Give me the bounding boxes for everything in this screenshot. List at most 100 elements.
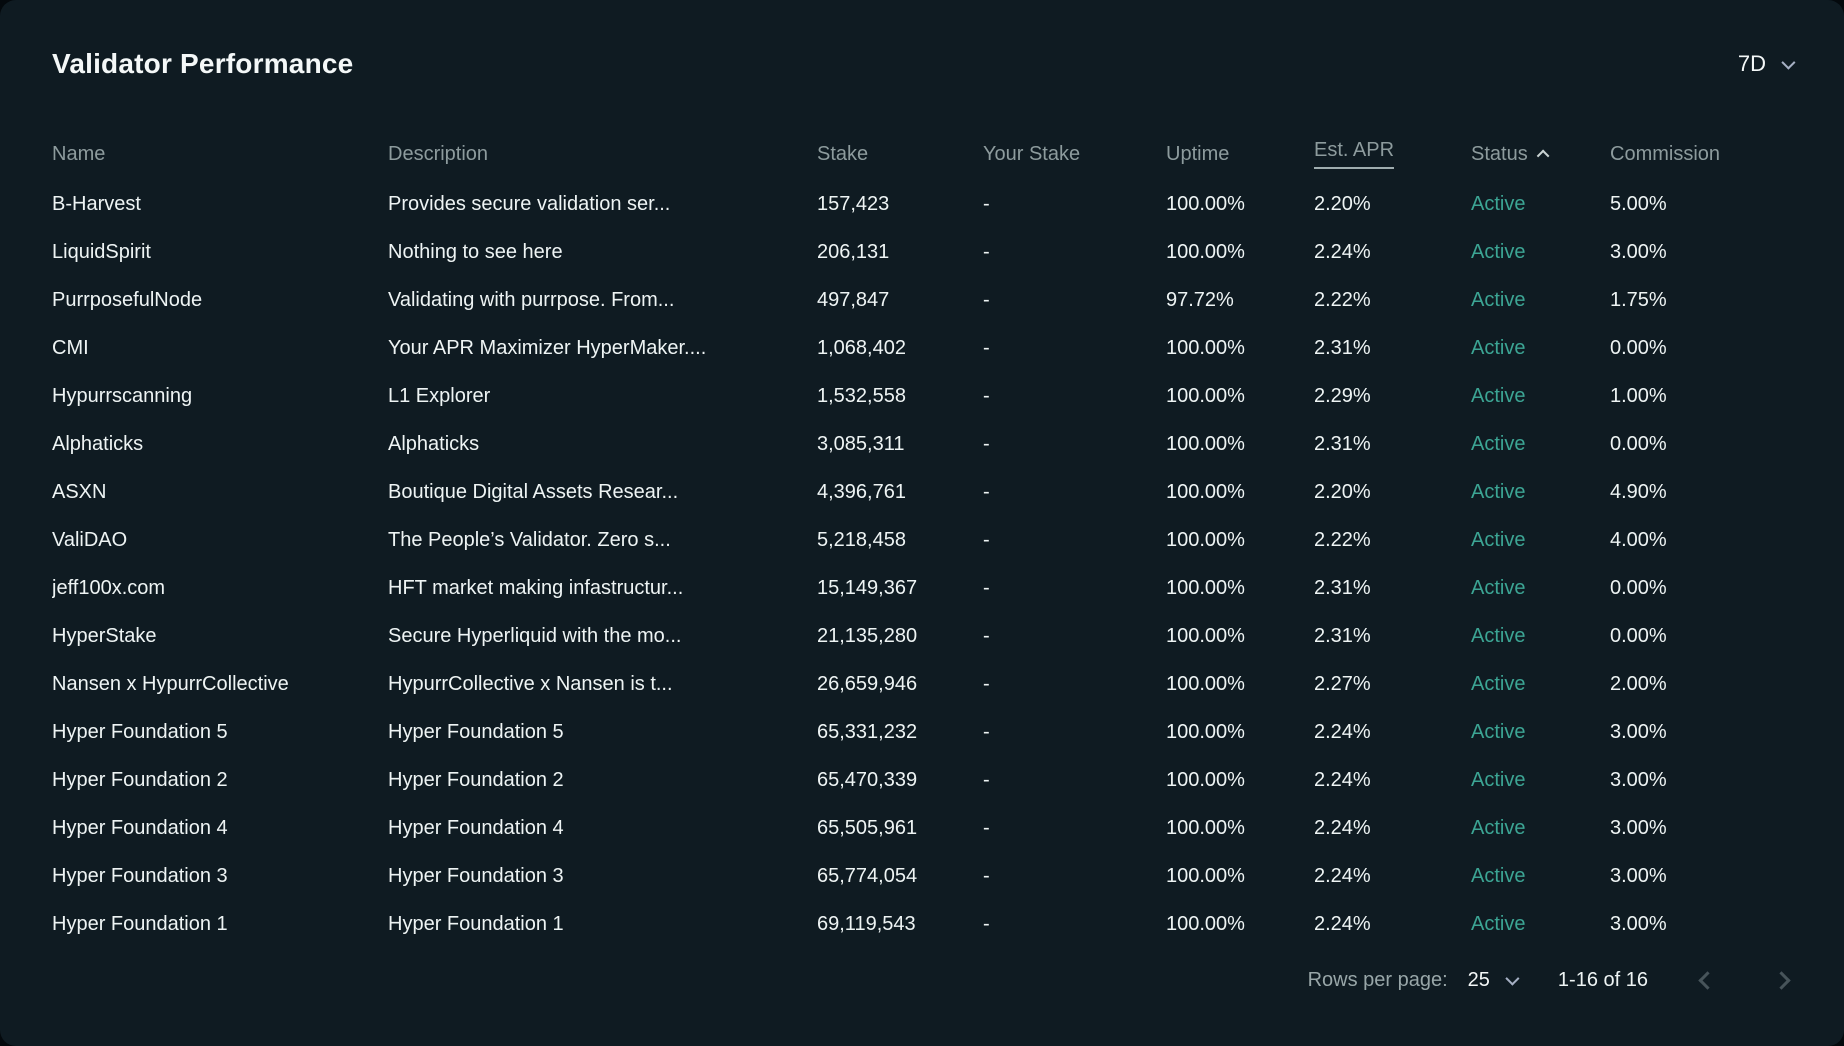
column-header-name[interactable]: Name bbox=[52, 143, 388, 166]
cell-description: Nothing to see here bbox=[388, 240, 563, 263]
cell-description: Alphaticks bbox=[388, 432, 480, 455]
rows-per-page-value[interactable]: 25 bbox=[1467, 968, 1490, 991]
cell-status: Active bbox=[1471, 624, 1526, 647]
cell-name: ASXN bbox=[52, 480, 107, 503]
column-header-label: Commission bbox=[1610, 142, 1721, 165]
chevron-down-icon[interactable] bbox=[1505, 971, 1520, 986]
cell-commission: 4.00% bbox=[1610, 528, 1667, 551]
cell-your_stake: - bbox=[983, 816, 990, 839]
table-row[interactable]: Nansen x HypurrCollective HypurrCollectiv… bbox=[52, 660, 1792, 708]
cell-stake: 497,847 bbox=[817, 288, 890, 311]
cell-est_apr: 2.20% bbox=[1314, 480, 1371, 503]
cell-status: Active bbox=[1471, 432, 1526, 455]
cell-your_stake: - bbox=[983, 576, 990, 599]
cell-your_stake: - bbox=[983, 288, 990, 311]
cell-uptime: 100.00% bbox=[1166, 528, 1245, 551]
cell-your_stake: - bbox=[983, 624, 990, 647]
table-row[interactable]: ValiDAO The People’s Validator. Zero s...… bbox=[52, 516, 1792, 564]
cell-name: jeff100x.com bbox=[52, 576, 166, 599]
cell-uptime: 100.00% bbox=[1166, 816, 1245, 839]
cell-uptime: 100.00% bbox=[1166, 336, 1245, 359]
column-header-description[interactable]: Description bbox=[388, 143, 817, 166]
cell-est_apr: 2.24% bbox=[1314, 768, 1371, 791]
table-row[interactable]: B-Harvest Provides secure validation ser.… bbox=[52, 180, 1792, 228]
next-page-button[interactable] bbox=[1770, 969, 1792, 991]
cell-your_stake: - bbox=[983, 192, 990, 215]
cell-commission: 0.00% bbox=[1610, 336, 1667, 359]
period-dropdown-value: 7D bbox=[1737, 51, 1766, 76]
cell-your_stake: - bbox=[983, 672, 990, 695]
cell-description: Hyper Foundation 2 bbox=[388, 768, 564, 791]
cell-est_apr: 2.24% bbox=[1314, 912, 1371, 935]
cell-est_apr: 2.31% bbox=[1314, 336, 1371, 359]
cell-commission: 3.00% bbox=[1610, 240, 1667, 263]
rows-per-page-label: Rows per page: bbox=[1307, 968, 1448, 991]
cell-uptime: 100.00% bbox=[1166, 720, 1245, 743]
cell-description: Boutique Digital Assets Resear... bbox=[388, 480, 679, 503]
table-row[interactable]: HyperStake Secure Hyperliquid with the mo… bbox=[52, 612, 1792, 660]
column-header-your_stake[interactable]: Your Stake bbox=[983, 143, 1166, 166]
column-header-status[interactable]: Status bbox=[1471, 143, 1610, 166]
cell-stake: 5,218,458 bbox=[817, 528, 906, 551]
column-header-uptime[interactable]: Uptime bbox=[1166, 143, 1314, 166]
page-title: Validator Performance bbox=[52, 48, 354, 79]
sort-ascending-icon bbox=[1536, 149, 1550, 162]
cell-description: L1 Explorer bbox=[388, 384, 491, 407]
table-row[interactable]: Hyper Foundation 3 Hyper Foundation 3 65,7… bbox=[52, 852, 1792, 900]
cell-status: Active bbox=[1471, 912, 1526, 935]
cell-uptime: 100.00% bbox=[1166, 432, 1245, 455]
table-row[interactable]: PurrposefulNode Validating with purrpose.… bbox=[52, 276, 1792, 324]
cell-name: Hyper Foundation 5 bbox=[52, 720, 228, 743]
table-row[interactable]: ASXN Boutique Digital Assets Resear... 4,3… bbox=[52, 468, 1792, 516]
table-row[interactable]: Hyper Foundation 5 Hyper Foundation 5 65,3… bbox=[52, 708, 1792, 756]
cell-stake: 21,135,280 bbox=[817, 624, 918, 647]
column-header-label: Description bbox=[388, 142, 489, 165]
chevron-down-icon bbox=[1781, 55, 1796, 70]
cell-stake: 1,068,402 bbox=[817, 336, 906, 359]
cell-name: CMI bbox=[52, 336, 89, 359]
table-row[interactable]: Alphaticks Alphaticks 3,085,311 - 100.00% 2.3… bbox=[52, 420, 1792, 468]
cell-status: Active bbox=[1471, 240, 1526, 263]
cell-est_apr: 2.22% bbox=[1314, 528, 1371, 551]
column-header-label: Status bbox=[1471, 142, 1528, 165]
cell-status: Active bbox=[1471, 720, 1526, 743]
cell-status: Active bbox=[1471, 816, 1526, 839]
cell-name: ValiDAO bbox=[52, 528, 128, 551]
cell-description: The People’s Validator. Zero s... bbox=[388, 528, 671, 551]
column-header-label: Uptime bbox=[1166, 142, 1230, 165]
cell-name: Nansen x HypurrCollective bbox=[52, 672, 289, 695]
cell-uptime: 100.00% bbox=[1166, 624, 1245, 647]
cell-commission: 3.00% bbox=[1610, 720, 1667, 743]
cell-name: Hypurrscanning bbox=[52, 384, 193, 407]
cell-status: Active bbox=[1471, 336, 1526, 359]
table-row[interactable]: CMI Your APR Maximizer HyperMaker.... 1,06… bbox=[52, 324, 1792, 372]
cell-uptime: 97.72% bbox=[1166, 288, 1234, 311]
table-row[interactable]: Hypurrscanning L1 Explorer 1,532,558 - 100.0… bbox=[52, 372, 1792, 420]
cell-your_stake: - bbox=[983, 768, 990, 791]
previous-page-button[interactable] bbox=[1696, 969, 1718, 991]
table-row[interactable]: jeff100x.com HFT market making infastruct… bbox=[52, 564, 1792, 612]
pagination-range: 1-16 of 16 bbox=[1557, 968, 1648, 991]
cell-description: Hyper Foundation 3 bbox=[388, 864, 564, 887]
table-row[interactable]: Hyper Foundation 1 Hyper Foundation 1 69,1… bbox=[52, 900, 1792, 948]
cell-commission: 4.90% bbox=[1610, 480, 1667, 503]
cell-commission: 5.00% bbox=[1610, 192, 1667, 215]
cell-name: Hyper Foundation 1 bbox=[52, 912, 228, 935]
table-row[interactable]: Hyper Foundation 2 Hyper Foundation 2 65,4… bbox=[52, 756, 1792, 804]
cell-commission: 1.00% bbox=[1610, 384, 1667, 407]
table-row[interactable]: LiquidSpirit Nothing to see here 206,131 - 1… bbox=[52, 228, 1792, 276]
column-header-stake[interactable]: Stake bbox=[817, 143, 983, 166]
cell-stake: 206,131 bbox=[817, 240, 890, 263]
cell-est_apr: 2.27% bbox=[1314, 672, 1371, 695]
cell-commission: 3.00% bbox=[1610, 912, 1667, 935]
cell-your_stake: - bbox=[983, 528, 990, 551]
cell-status: Active bbox=[1471, 576, 1526, 599]
table-row[interactable]: Hyper Foundation 4 Hyper Foundation 4 65,5… bbox=[52, 804, 1792, 852]
period-dropdown[interactable]: 7D bbox=[1737, 51, 1796, 77]
column-header-commission[interactable]: Commission bbox=[1610, 143, 1792, 166]
cell-description: Provides secure validation ser... bbox=[388, 192, 671, 215]
cell-description: Secure Hyperliquid with the mo... bbox=[388, 624, 682, 647]
cell-name: Hyper Foundation 4 bbox=[52, 816, 228, 839]
column-header-est_apr[interactable]: Est. APR bbox=[1314, 139, 1471, 169]
